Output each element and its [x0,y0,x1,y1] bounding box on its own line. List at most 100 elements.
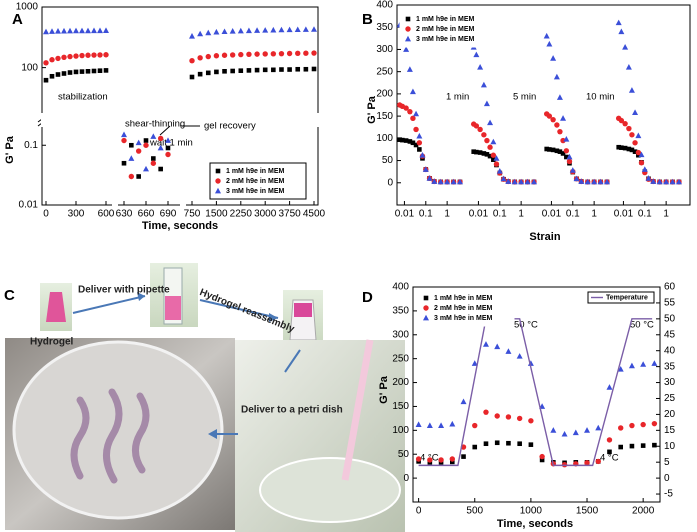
data-point [595,458,601,465]
data-point [254,51,260,57]
data-point [413,142,419,148]
y2-tick-label: 55 [664,298,676,309]
data-point [578,178,585,184]
data-point [494,440,500,446]
x-tick-label: 0 [416,506,422,517]
x-tick-label: 300 [68,209,85,220]
y-tick-label: 250 [392,353,409,364]
data-point [417,147,422,152]
data-point [482,341,489,347]
data-point [629,422,635,429]
data-point [563,148,570,154]
data-point [628,362,635,369]
data-point [650,178,657,184]
caption: Hydrogel [30,337,74,348]
data-point [629,147,635,153]
caption: Deliver to a petri dish [241,405,343,416]
data-point [427,457,433,463]
data-point [487,144,493,150]
x-tick-label: 0.01 [469,209,489,220]
data-point [471,149,476,154]
data-point [197,30,204,37]
data-point [229,28,236,34]
data-point [121,137,127,144]
data-point [431,178,438,184]
y-tick-label: 200 [376,89,393,100]
data-point [129,142,134,148]
panel-label: D [362,289,373,306]
data-point [477,150,483,155]
x-tick-label: 0.1 [493,209,507,220]
y-tick-label: 250 [376,66,393,77]
data-point [303,50,309,56]
annotation: wait 1 min [149,138,193,149]
data-point [79,52,85,59]
data-point [403,105,409,111]
data-point [626,125,632,132]
data-point [632,149,638,154]
data-point [295,66,301,72]
data-point [591,178,598,185]
hydrogel [46,292,66,322]
legend-marker [215,178,221,184]
y2-tick-label: 15 [664,425,676,436]
data-point [262,27,269,33]
data-point [500,175,507,182]
y2-tick-label: 0 [664,473,670,484]
y2-tick-label: 20 [664,409,676,420]
data-point [477,126,483,133]
data-point [302,26,309,32]
data-point [607,449,612,455]
data-point [91,52,97,58]
data-point [640,443,646,448]
data-point [43,77,49,83]
annotation: stabilization [58,92,108,103]
data-point [618,117,625,124]
data-point [557,149,563,154]
data-point [516,353,523,359]
data-point [128,155,135,161]
data-point [638,151,645,158]
legend-marker [405,26,411,32]
x-tick-label: 0.1 [638,209,652,220]
data-point [410,115,416,122]
data-point [473,51,480,58]
legend-marker [405,16,411,22]
data-point [409,88,416,95]
x-tick-label: 660 [138,209,155,220]
data-point [539,457,545,463]
data-point [569,167,576,173]
y-tick-label: 300 [392,329,409,340]
data-point [413,126,419,133]
data-point [487,153,493,159]
data-point [230,68,235,74]
annotation: 50 °C [514,320,538,331]
x-axis-label: Strain [529,231,560,243]
data-point [604,178,610,185]
data-point [483,409,489,415]
data-point [61,27,67,34]
data-point [556,94,563,100]
data-point [663,178,670,185]
data-point [55,55,61,62]
data-point [165,151,171,158]
data-point [229,52,236,58]
data-point [505,178,512,184]
data-point [278,50,285,57]
data-point [311,26,317,32]
caption: Hydrogel reassembly [198,287,296,335]
y2-tick-label: 5 [664,457,670,468]
data-point [61,54,67,61]
x-tick-label: 1000 [520,506,543,517]
data-point [73,53,79,59]
plot-frame [412,286,661,503]
y-tick-label: 0 [387,177,393,188]
arrow [199,299,279,319]
petri-dish [259,457,401,523]
data-point [496,168,503,174]
data-point [481,151,487,156]
y-tick-label: 400 [392,282,409,293]
hydrogel [165,296,181,320]
panel-label: B [362,11,373,28]
data-point [85,52,91,58]
